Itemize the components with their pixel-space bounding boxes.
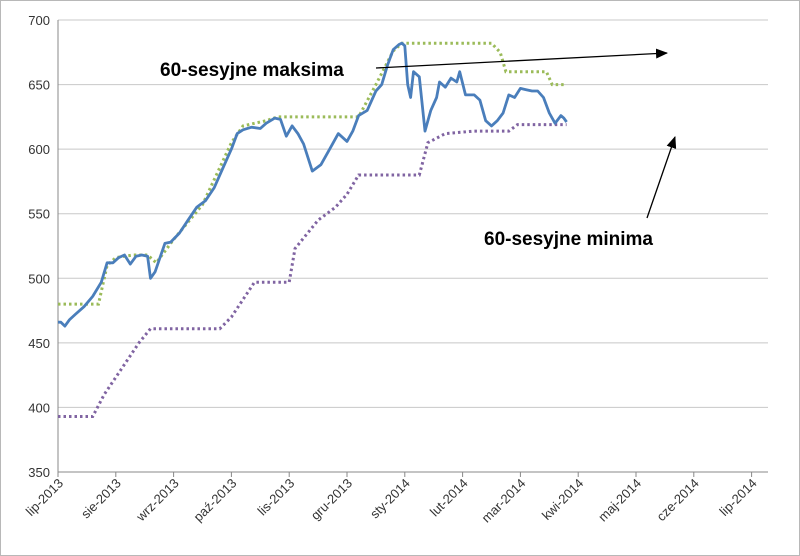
y-tick-label: 400 [28,400,50,415]
annotation-min: 60-sesyjne minima [484,229,653,250]
annotation-arrow-min [646,136,677,219]
series-line-max [58,41,567,306]
x-tick-label: mar-2014 [479,476,529,526]
x-tick-label: lip-2014 [716,476,759,519]
y-tick-label: 350 [28,465,50,480]
x-tick-label: sty-2014 [367,476,413,522]
y-tick-label: 500 [28,271,50,286]
x-tick-label: kwi-2014 [539,476,586,523]
annotation-max: 60-sesyjne maksima [160,60,344,81]
axes [57,20,768,473]
annotations: 60-sesyjne maksima 60-sesyjne minima [160,48,677,250]
series-line-min [58,123,567,418]
y-tick-label: 450 [28,336,50,351]
x-tick-label: cze-2014 [653,476,701,524]
y-axis-ticks: 350 400 450 500 550 600 650 700 [28,13,50,480]
x-tick-label: sie-2013 [78,476,124,522]
y-tick-label: 700 [28,13,50,28]
annotation-arrow-max [375,48,668,69]
y-tick-label: 650 [28,78,50,93]
x-tick-label: lut-2014 [427,476,471,520]
y-tick-label: 600 [28,142,50,157]
y-tick-label: 550 [28,207,50,222]
x-tick-label: lip-2013 [23,476,66,519]
x-tick-label: lis-2013 [255,476,298,519]
series [58,41,568,418]
x-tick-label: paź-2013 [191,476,240,525]
series-line-price [58,41,568,328]
x-tick-label: wrz-2013 [133,476,182,525]
x-axis-ticks: lip-2013 sie-2013 wrz-2013 paź-2013 lis-2013… [23,472,760,525]
x-tick-label: maj-2014 [595,476,644,525]
x-tick-label: gru-2013 [308,476,355,523]
